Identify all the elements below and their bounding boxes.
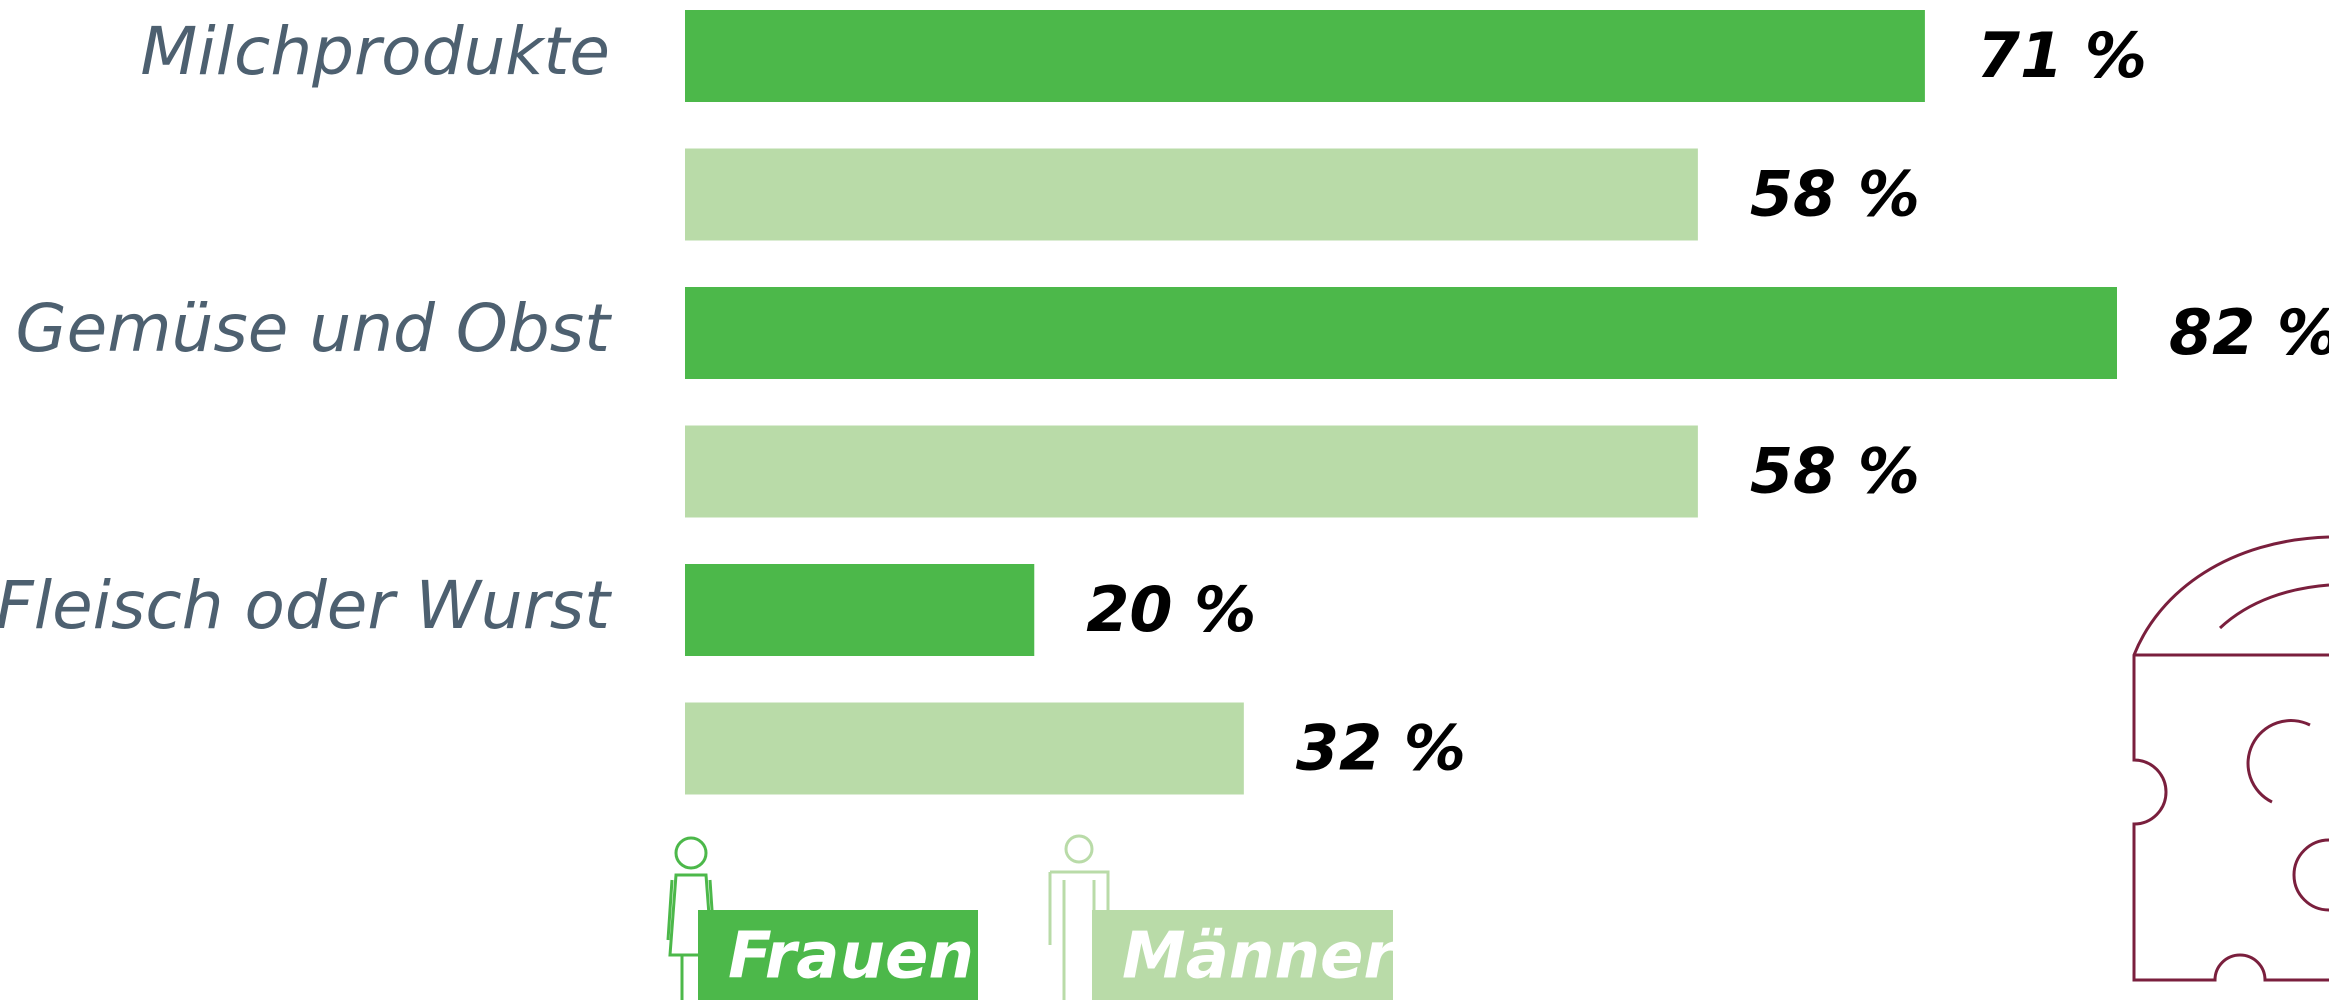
category-label: Fleisch oder Wurst [0, 567, 612, 644]
category-label: Gemüse und Obst [16, 290, 613, 367]
value-label: 58 % [1750, 435, 1920, 508]
bar [685, 10, 1925, 102]
bar [685, 287, 2117, 379]
value-label: 82 % [2169, 296, 2329, 369]
value-label: 71 % [1977, 19, 2147, 92]
cheese-icon [2132, 535, 2329, 982]
bar [685, 702, 1244, 795]
bar [685, 425, 1698, 518]
legend-label: Männer [1122, 920, 1398, 994]
legend-swatch [698, 910, 978, 1000]
legend-swatch [1092, 910, 1393, 1000]
value-label: 32 % [1296, 712, 1466, 785]
bar [685, 564, 1035, 656]
male-icon [1048, 834, 1110, 1000]
value-label: 20 % [1086, 573, 1256, 646]
bar [685, 148, 1698, 241]
legend-label: Frauen [728, 920, 974, 994]
category-label: Milchprodukte [140, 13, 610, 90]
value-label: 58 % [1750, 158, 1920, 231]
